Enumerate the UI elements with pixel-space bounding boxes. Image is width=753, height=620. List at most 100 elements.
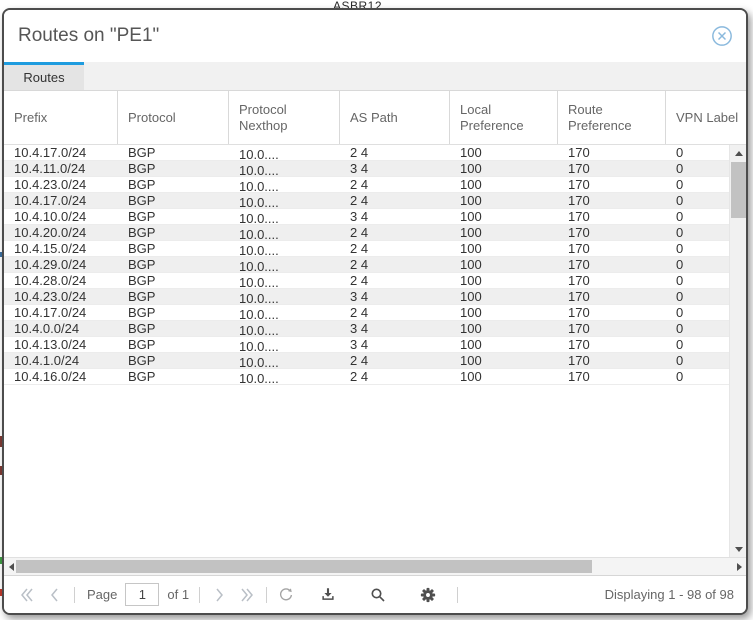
cell-as_path: 2 4 xyxy=(350,145,369,160)
cell-vpn_label: 0 xyxy=(676,273,684,288)
cell-as_path: 3 4 xyxy=(350,289,369,304)
tab-routes[interactable]: Routes xyxy=(4,62,84,90)
cell-local_pref: 100 xyxy=(460,193,482,208)
close-icon xyxy=(711,25,733,47)
toolbar-separator xyxy=(266,586,268,603)
cell-as_path: 3 4 xyxy=(350,321,369,336)
cell-as_path: 2 4 xyxy=(350,225,369,240)
cell-protocol: BGP xyxy=(128,321,156,336)
cell-nexthop: 10.0.... xyxy=(239,355,279,370)
cell-local_pref: 100 xyxy=(460,369,482,384)
cell-vpn_label: 0 xyxy=(676,369,684,384)
horizontal-scrollbar[interactable] xyxy=(4,557,746,575)
search-icon xyxy=(369,586,387,604)
triangle-up-icon xyxy=(734,150,743,156)
cell-local_pref: 100 xyxy=(460,273,482,288)
cell-as_path: 3 4 xyxy=(350,209,369,224)
cell-protocol: BGP xyxy=(128,161,156,176)
column-header-local-pref[interactable]: Local Preference xyxy=(450,91,558,144)
dialog-titlebar: Routes on "PE1" xyxy=(4,10,746,62)
scroll-right-button[interactable] xyxy=(732,558,746,575)
cell-as_path: 2 4 xyxy=(350,177,369,192)
cell-route_pref: 170 xyxy=(568,289,590,304)
table-row[interactable]: 10.4.16.0/24 BGP 10.0.... 2 4 100 170 0 xyxy=(4,369,746,386)
first-page-button[interactable] xyxy=(16,584,38,606)
download-icon xyxy=(319,586,337,604)
cell-prefix: 10.4.10.0/24 xyxy=(14,209,87,224)
column-header-vpn-label[interactable]: VPN Label xyxy=(676,109,739,125)
column-header-prefix[interactable]: Prefix xyxy=(4,91,118,144)
refresh-button[interactable] xyxy=(275,584,297,606)
gear-icon xyxy=(419,586,437,604)
dialog-title: Routes on "PE1" xyxy=(18,25,160,46)
table-row[interactable]: 10.4.23.0/24 BGP 10.0.... 2 4 100 170 0 xyxy=(4,177,746,194)
table-row[interactable]: 10.4.23.0/24 BGP 10.0.... 3 4 100 170 0 xyxy=(4,289,746,306)
search-button[interactable] xyxy=(367,584,389,606)
close-button[interactable] xyxy=(710,24,734,48)
column-header-as-path[interactable]: AS Path xyxy=(340,91,450,144)
cell-protocol: BGP xyxy=(128,337,156,352)
scroll-left-button[interactable] xyxy=(4,558,18,575)
cell-protocol: BGP xyxy=(128,209,156,224)
table-row[interactable]: 10.4.13.0/24 BGP 10.0.... 3 4 100 170 0 xyxy=(4,337,746,354)
table-row[interactable]: 10.4.29.0/24 BGP 10.0.... 2 4 100 170 0 xyxy=(4,257,746,274)
table-row[interactable]: 10.4.11.0/24 BGP 10.0.... 3 4 100 170 0 xyxy=(4,161,746,178)
column-header-protocol[interactable]: Protocol xyxy=(118,91,229,144)
cell-prefix: 10.4.20.0/24 xyxy=(14,225,87,240)
export-button[interactable] xyxy=(317,584,339,606)
settings-button[interactable] xyxy=(417,584,439,606)
cell-nexthop: 10.0.... xyxy=(239,211,279,226)
table-rows-container: 10.4.17.0/24 BGP 10.0.... 2 4 100 170 0 10.4.11… xyxy=(4,145,746,386)
next-page-button[interactable] xyxy=(208,584,230,606)
cell-route_pref: 170 xyxy=(568,177,590,192)
table-row[interactable]: 10.4.28.0/24 BGP 10.0.... 2 4 100 170 0 xyxy=(4,273,746,290)
cell-nexthop: 10.0.... xyxy=(239,179,279,194)
table-row[interactable]: 10.4.17.0/24 BGP 10.0.... 2 4 100 170 0 xyxy=(4,305,746,322)
scroll-up-button[interactable] xyxy=(730,145,746,161)
table-row[interactable]: 10.4.15.0/24 BGP 10.0.... 2 4 100 170 0 xyxy=(4,241,746,258)
table-row[interactable]: 10.4.17.0/24 BGP 10.0.... 2 4 100 170 0 xyxy=(4,145,746,162)
cell-nexthop: 10.0.... xyxy=(239,339,279,354)
last-page-button[interactable] xyxy=(236,584,258,606)
cell-prefix: 10.4.17.0/24 xyxy=(14,193,87,208)
vertical-scrollbar-thumb[interactable] xyxy=(731,162,746,218)
cell-vpn_label: 0 xyxy=(676,257,684,272)
scroll-down-button[interactable] xyxy=(730,541,746,557)
table-row[interactable]: 10.4.10.0/24 BGP 10.0.... 3 4 100 170 0 xyxy=(4,209,746,226)
cell-route_pref: 170 xyxy=(568,145,590,160)
table-row[interactable]: 10.4.0.0/24 BGP 10.0.... 3 4 100 170 0 xyxy=(4,321,746,338)
cell-nexthop: 10.0.... xyxy=(239,195,279,210)
vertical-scrollbar[interactable] xyxy=(729,145,746,557)
cell-protocol: BGP xyxy=(128,273,156,288)
cell-as_path: 2 4 xyxy=(350,193,369,208)
cell-protocol: BGP xyxy=(128,369,156,384)
column-header-route-pref[interactable]: Route Preference xyxy=(558,91,666,144)
prev-page-button[interactable] xyxy=(44,584,66,606)
cell-as_path: 2 4 xyxy=(350,241,369,256)
triangle-down-icon xyxy=(734,546,743,552)
refresh-icon xyxy=(277,586,295,604)
table-row[interactable]: 10.4.1.0/24 BGP 10.0.... 2 4 100 170 0 xyxy=(4,353,746,370)
table-row[interactable]: 10.4.17.0/24 BGP 10.0.... 2 4 100 170 0 xyxy=(4,193,746,210)
tab-label: Routes xyxy=(23,70,65,85)
cell-vpn_label: 0 xyxy=(676,241,684,256)
toolbar-separator xyxy=(74,586,75,603)
cell-protocol: BGP xyxy=(128,289,156,304)
table-row[interactable]: 10.4.20.0/24 BGP 10.0.... 2 4 100 170 0 xyxy=(4,225,746,242)
cell-route_pref: 170 xyxy=(568,353,590,368)
cell-vpn_label: 0 xyxy=(676,321,684,336)
cell-vpn_label: 0 xyxy=(676,177,684,192)
cell-route_pref: 170 xyxy=(568,241,590,256)
column-header-nexthop[interactable]: Protocol Nexthop xyxy=(229,91,340,144)
cell-prefix: 10.4.29.0/24 xyxy=(14,257,87,272)
cell-local_pref: 100 xyxy=(460,225,482,240)
cell-local_pref: 100 xyxy=(460,209,482,224)
cell-route_pref: 170 xyxy=(568,209,590,224)
cell-route_pref: 170 xyxy=(568,225,590,240)
cell-route_pref: 170 xyxy=(568,305,590,320)
background-fragment xyxy=(0,466,2,475)
background-fragment xyxy=(0,589,3,596)
horizontal-scrollbar-thumb[interactable] xyxy=(16,560,592,573)
cell-protocol: BGP xyxy=(128,177,156,192)
page-number-input[interactable] xyxy=(125,583,160,606)
